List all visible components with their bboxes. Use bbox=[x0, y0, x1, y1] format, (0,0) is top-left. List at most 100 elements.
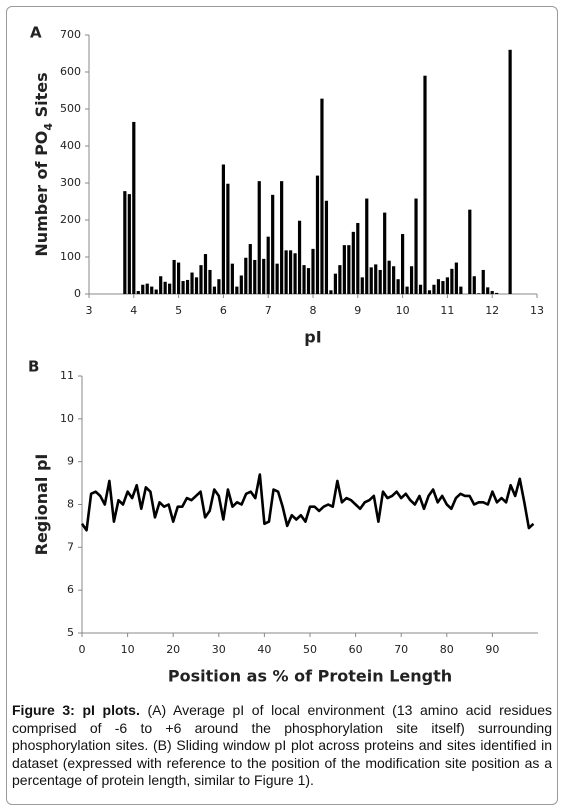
caption-label: Figure 3: pI plots. bbox=[12, 702, 140, 718]
bar bbox=[159, 276, 163, 294]
bar bbox=[136, 291, 140, 294]
bar bbox=[477, 293, 481, 294]
bar bbox=[253, 259, 257, 294]
x-tick-label: 11 bbox=[440, 304, 454, 317]
x-tick-label: 4 bbox=[130, 304, 137, 317]
x-tick-label: 80 bbox=[440, 643, 454, 656]
bar bbox=[257, 181, 261, 294]
bar bbox=[154, 289, 158, 294]
bar bbox=[284, 250, 288, 294]
bar bbox=[194, 277, 199, 294]
bar bbox=[418, 284, 423, 294]
bar bbox=[181, 281, 185, 294]
bar bbox=[360, 277, 364, 294]
y-tick-label: 6 bbox=[67, 583, 74, 596]
y-axis-label-part: Regional pI bbox=[32, 454, 51, 556]
bar bbox=[172, 259, 176, 294]
bar bbox=[454, 262, 458, 294]
y-axis-label: Regional pI bbox=[32, 454, 51, 556]
bar bbox=[203, 254, 208, 294]
bar bbox=[199, 265, 203, 294]
bar bbox=[432, 284, 436, 294]
x-tick-label: 40 bbox=[257, 643, 271, 656]
y-tick-label: 600 bbox=[60, 65, 81, 78]
bar bbox=[141, 284, 145, 294]
x-tick-label: 0 bbox=[79, 643, 86, 656]
bar bbox=[472, 276, 476, 294]
bar bbox=[271, 194, 275, 294]
bar bbox=[383, 212, 387, 294]
bar bbox=[235, 286, 239, 294]
bar bbox=[347, 245, 351, 294]
x-tick-label: 12 bbox=[485, 304, 499, 317]
bar bbox=[123, 191, 127, 294]
bar bbox=[127, 194, 131, 294]
x-axis-label: Position as % of Protein Length bbox=[168, 667, 452, 686]
x-tick-label: 70 bbox=[394, 643, 408, 656]
y-tick-label: 500 bbox=[60, 102, 81, 115]
bar bbox=[239, 275, 243, 294]
y-tick-label: 7 bbox=[67, 540, 74, 553]
bar bbox=[163, 281, 167, 294]
bar bbox=[266, 236, 270, 294]
bar bbox=[208, 269, 212, 294]
y-tick-label: 0 bbox=[74, 287, 81, 300]
bar bbox=[212, 286, 217, 294]
bar bbox=[132, 121, 136, 294]
caption-text: (A) Average pI of local environment (13 … bbox=[12, 702, 552, 788]
x-tick-label: 7 bbox=[265, 304, 272, 317]
bar bbox=[324, 200, 329, 294]
bar bbox=[275, 263, 279, 294]
bar bbox=[378, 269, 382, 294]
x-axis-label: pI bbox=[304, 328, 321, 347]
bar bbox=[168, 283, 172, 294]
y-tick-label: 10 bbox=[60, 412, 74, 425]
bar bbox=[190, 272, 194, 294]
bar bbox=[311, 248, 315, 294]
panel-label: A bbox=[30, 24, 42, 42]
x-tick-label: 90 bbox=[485, 643, 499, 656]
bar bbox=[338, 265, 342, 294]
x-tick-label: 30 bbox=[212, 643, 226, 656]
y-axis-label-part: Number of PO bbox=[32, 131, 51, 257]
x-tick-label: 20 bbox=[166, 643, 180, 656]
bar bbox=[396, 279, 400, 294]
bar bbox=[221, 164, 225, 294]
bar bbox=[409, 266, 414, 294]
x-tick-label: 13 bbox=[530, 304, 544, 317]
bar bbox=[414, 198, 418, 294]
bar bbox=[450, 268, 454, 294]
x-tick-label: 50 bbox=[303, 643, 317, 656]
bar bbox=[342, 245, 346, 294]
bar bbox=[441, 281, 445, 294]
bar bbox=[248, 244, 252, 294]
bar bbox=[401, 234, 405, 294]
bar bbox=[329, 290, 333, 294]
y-axis-label-part: 4 bbox=[42, 123, 55, 131]
bar bbox=[427, 290, 432, 294]
bar bbox=[374, 264, 378, 294]
bar bbox=[320, 98, 324, 294]
bar bbox=[177, 262, 181, 294]
data-line bbox=[80, 473, 535, 532]
y-tick-label: 5 bbox=[67, 626, 74, 639]
bar bbox=[293, 253, 297, 294]
bar bbox=[495, 292, 499, 294]
bar bbox=[145, 283, 149, 294]
x-tick-label: 3 bbox=[86, 304, 93, 317]
bar bbox=[150, 286, 154, 294]
bar bbox=[387, 260, 391, 294]
panel-label: B bbox=[28, 358, 39, 376]
figure-frame bbox=[6, 6, 558, 805]
bar bbox=[481, 269, 485, 294]
bar bbox=[392, 266, 396, 294]
y-tick-label: 700 bbox=[60, 28, 81, 41]
bar bbox=[459, 286, 463, 294]
x-tick-label: 8 bbox=[310, 304, 317, 317]
y-tick-label: 400 bbox=[60, 139, 81, 152]
bar bbox=[490, 291, 494, 294]
y-tick-label: 8 bbox=[67, 498, 74, 511]
bar bbox=[436, 279, 441, 294]
y-tick-label: 9 bbox=[67, 455, 74, 468]
